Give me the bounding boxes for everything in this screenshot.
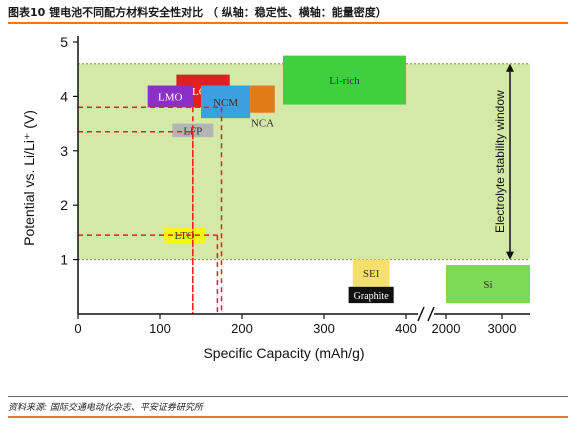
source-note: 资料来源: 国际交通电动化杂志、平安证券研究所	[8, 403, 203, 413]
x-tick-label: 0	[74, 321, 81, 336]
material-box-si	[446, 265, 530, 304]
material-label-lto: LTO	[175, 230, 195, 242]
material-label-lmo: LMO	[158, 91, 183, 103]
x-tick-label: 200	[231, 321, 253, 336]
figure-title: 图表10 锂电池不同配方材料安全性对比 （ 纵轴：稳定性、横轴：能量密度）	[8, 6, 387, 19]
material-label-nca: NCA	[251, 118, 274, 130]
material-box-graphite	[348, 286, 394, 304]
material-box-ncm	[201, 85, 251, 119]
material-box-lfp	[172, 123, 214, 138]
x-tick-label: 2000	[432, 321, 461, 336]
x-tick-label: 400	[395, 321, 417, 336]
material-label-graphite: Graphite	[354, 291, 390, 302]
material-label-sei: SEI	[363, 268, 380, 280]
chart-svg: Electrolyte stability windowLCOLMONCMNCA…	[21, 34, 530, 361]
axis-break-mark-1	[417, 306, 425, 322]
axis-break-mark-2	[427, 306, 435, 322]
figure-footer: 资料来源: 国际交通电动化杂志、平安证券研究所	[8, 396, 568, 418]
footer-rule-top	[8, 396, 568, 397]
x-tick-label: 300	[313, 321, 335, 336]
y-tick-label: 3	[60, 143, 68, 159]
x-tick-label: 3000	[488, 321, 517, 336]
material-box-lto	[164, 226, 206, 244]
material-box-li-rich	[283, 55, 406, 105]
y-tick-label: 2	[60, 197, 68, 213]
y-axis-title: Potential vs. Li/Li⁺ (V)	[21, 110, 37, 246]
x-axis-title: Specific Capacity (mAh/g)	[203, 345, 364, 361]
y-tick-label: 1	[60, 252, 68, 268]
window-label: Electrolyte stability window	[493, 90, 507, 233]
material-label-li-rich: Li-rich	[329, 75, 360, 87]
window-arrow-head-down	[506, 251, 514, 260]
material-label-ncm: NCM	[213, 97, 238, 109]
material-label-si: Si	[483, 279, 492, 291]
material-box-nca	[250, 85, 275, 113]
x-tick-label: 100	[149, 321, 171, 336]
header-rule	[8, 22, 568, 24]
y-tick-label: 5	[60, 34, 68, 50]
material-box-sei	[352, 259, 390, 287]
window-arrow-head-up	[506, 63, 514, 72]
figure-header: 图表10 锂电池不同配方材料安全性对比 （ 纵轴：稳定性、横轴：能量密度）	[8, 4, 568, 24]
material-box-lmo	[147, 85, 193, 108]
material-label-lfp: LFP	[183, 125, 202, 137]
y-tick-label: 4	[60, 88, 68, 104]
footer-rule-bottom	[8, 416, 568, 418]
